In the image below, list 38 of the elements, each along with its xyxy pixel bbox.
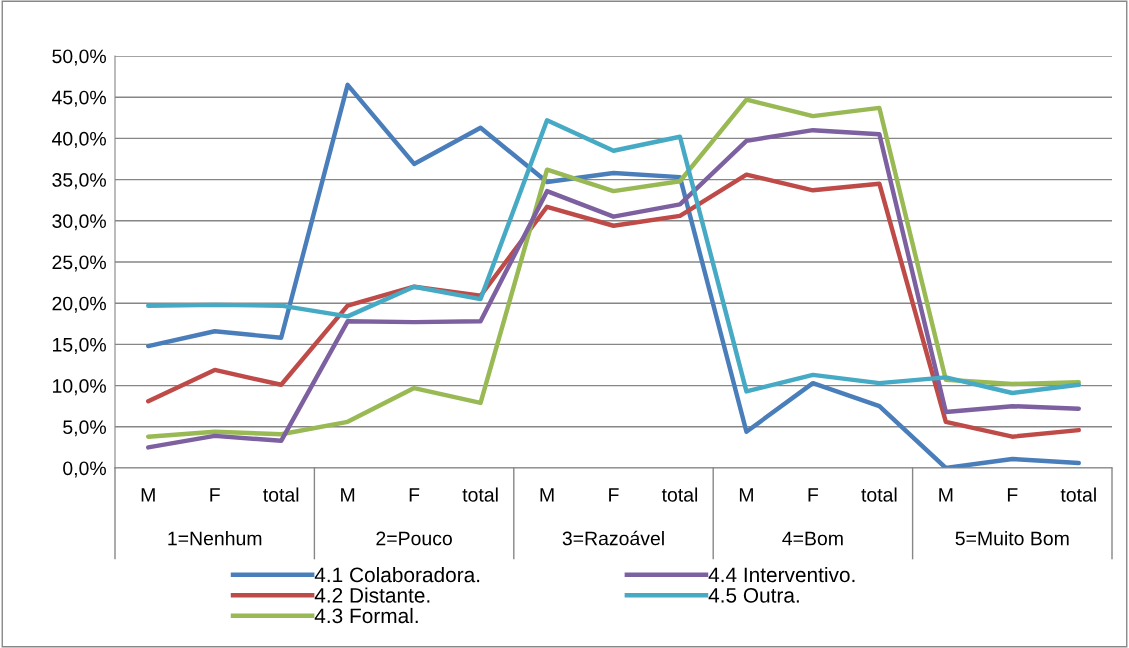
y-tick-label: 35,0% [52,173,106,190]
y-tick-label: 20,0% [52,296,106,313]
line-series [146,172,1081,439]
y-tick-label: 15,0% [53,337,106,354]
x-tick-label: total [861,487,897,502]
line-series [146,118,1081,396]
legend-label: 4.3 Formal. [314,607,418,624]
x-tick-label: M [540,488,554,502]
y-tick-label: 50,0% [52,49,106,66]
x-tick-label: total [462,487,498,502]
text: 4=Bom [782,531,843,546]
y-tick-label: 25,0% [52,255,106,272]
x-tick-label: F [210,488,220,502]
text: 3=Razoável [562,530,664,546]
x-tick-label: M [341,488,355,502]
legend-label: 4.1 Colaboradora. [314,566,480,583]
y-tick-label: 40,0% [51,131,106,148]
legend-label: 4.4 Interventivo. [708,566,855,583]
x-tick-label: M [141,488,155,502]
text: 2=Pouco [376,531,452,546]
x-tick-label: F [409,488,420,502]
x-tick-label: total [263,487,299,502]
legend-label: 4.5 Outra. [708,587,799,603]
x-tick-label: M [939,488,953,502]
text: 1=Nenhum [168,531,262,546]
y-tick-label: 10,0% [53,379,106,396]
legend-label: 4.2 Distante. [314,587,430,603]
x-tick-label: total [1060,487,1096,502]
x-tick-label: F [609,488,619,502]
x-tick-label: F [1007,488,1018,502]
y-tick-label: 0,0% [63,461,106,478]
y-tick-label: 5,0% [63,420,106,437]
y-tick-label: 45,0% [51,90,106,107]
x-tick-label: total [661,487,698,502]
y-tick-label: 30,0% [52,214,106,231]
x-tick-label: F [808,488,819,502]
x-tick-label: M [739,488,753,502]
text: 5=Muito Bom [955,531,1069,546]
